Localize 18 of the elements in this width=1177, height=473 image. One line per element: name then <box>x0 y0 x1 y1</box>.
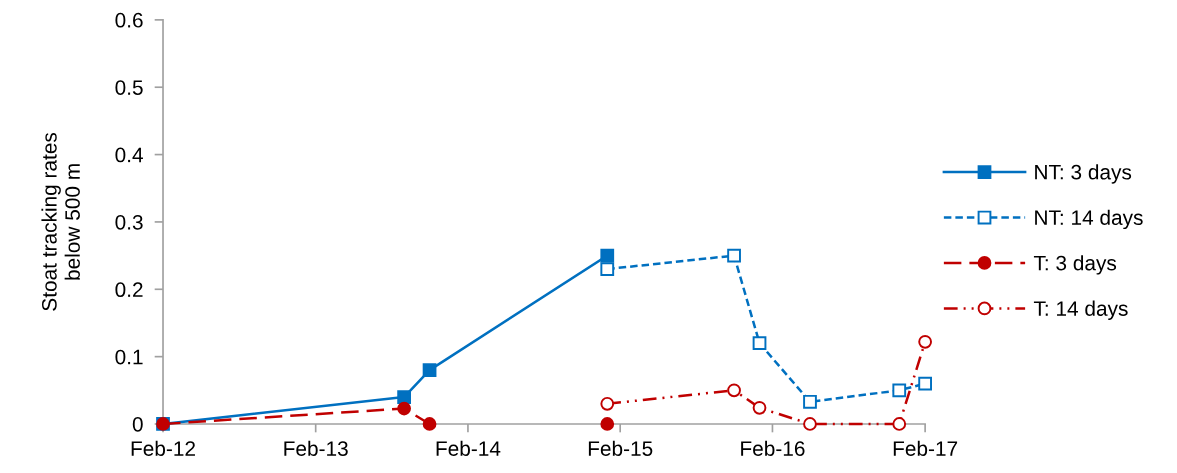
y-tick-label: 0.2 <box>115 282 143 298</box>
legend-label: T: 14 days <box>1033 300 1128 321</box>
y-tick-label: 0.5 <box>115 80 143 95</box>
y-tick-label: 0.3 <box>115 214 143 230</box>
x-tick-label: Feb-17 <box>893 440 958 456</box>
x-tick-label: Feb-15 <box>588 440 653 456</box>
y-tick-label: 0.6 <box>115 12 143 28</box>
y-axis-title: Stoat tracking rates below 500 m <box>41 132 80 311</box>
legend-label: T: 3 days <box>1033 255 1117 275</box>
legend-label: NT: 3 days <box>1035 164 1132 184</box>
y-tick-label: 0.4 <box>115 147 143 163</box>
x-tick-label: Feb-12 <box>131 440 195 456</box>
y-tick-label: 0 <box>132 417 143 432</box>
x-tick-label: Feb-14 <box>436 440 501 456</box>
legend-label: NT: 14 days <box>1035 209 1143 230</box>
y-tick-label: 0.1 <box>115 349 143 365</box>
x-tick-label: Feb-16 <box>741 440 805 456</box>
x-tick-label: Feb-13 <box>284 440 348 456</box>
